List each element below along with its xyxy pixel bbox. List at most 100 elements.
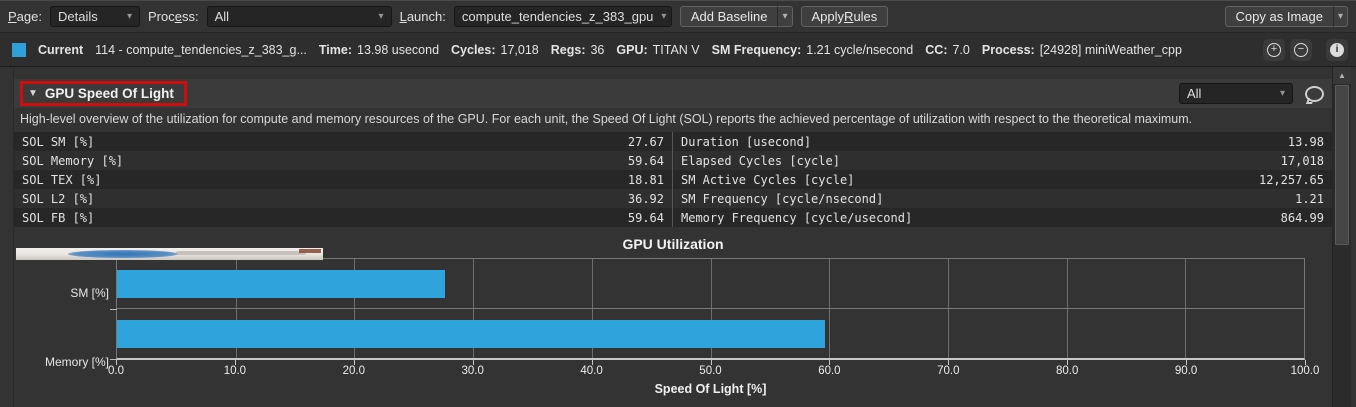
artifact-brown-mark	[299, 249, 321, 253]
x-tick-label: 70.0	[937, 365, 960, 377]
section-filter-dropdown[interactable]: All ▾	[1179, 83, 1293, 104]
metric-label: SM Frequency:	[711, 42, 802, 57]
x-axis-tick	[116, 360, 117, 365]
current-kernel-name: 114 - compute_tendencies_z_383_g...	[95, 42, 307, 57]
current-metric: GPU: TITAN V	[616, 43, 699, 57]
minus-circle-icon: −	[1294, 42, 1308, 57]
metric-label: Time:	[318, 42, 353, 57]
table-row: SOL L2 [%] 36.92	[14, 189, 672, 208]
copy-as-image-button[interactable]: Copy as Image	[1224, 6, 1333, 27]
x-axis-tick	[710, 360, 712, 365]
table-row: SOL FB [%] 59.64	[14, 208, 672, 227]
annotation-highlight-box[interactable]: ▼ GPU Speed Of Light	[20, 81, 187, 106]
metric-value: 13.98	[1287, 134, 1324, 149]
vertical-scrollbar[interactable]: ▲	[1332, 67, 1351, 407]
process-dropdown[interactable]: All ▾	[206, 6, 392, 27]
x-tick-label: 50.0	[699, 365, 722, 377]
metric-value: 36	[590, 42, 605, 57]
page-label: Page:	[8, 9, 42, 24]
current-color-swatch	[12, 42, 26, 57]
metric-name: Memory Frequency [cycle/usecond]	[681, 210, 913, 225]
dropdown-arrow-icon: ▾	[1337, 11, 1343, 22]
dropdown-arrow-icon: ▾	[782, 11, 788, 22]
plus-circle-icon: +	[1267, 42, 1281, 57]
section-header-controls: All ▾	[1179, 83, 1324, 104]
x-axis-tick	[353, 360, 355, 365]
page-dropdown[interactable]: Details ▾	[49, 6, 140, 27]
scrollbar-up-arrow-icon[interactable]: ▲	[1333, 67, 1351, 84]
metric-label: GPU:	[616, 42, 648, 57]
scrollbar-thumb[interactable]	[1335, 85, 1349, 245]
x-axis-tick	[829, 360, 831, 365]
x-tick-label: 90.0	[1174, 365, 1198, 377]
add-baseline-icon-button[interactable]: +	[1263, 38, 1285, 61]
comment-icon[interactable]	[1305, 85, 1324, 102]
chart-plot-column: 0.0 10.0 20.0 30.0 40.0 50.0 60.0 70.0 80.0 90.0 1…	[108, 258, 1319, 396]
table-row: SM Frequency [cycle/nsecond] 1.21	[673, 189, 1332, 208]
x-tick-label: 20.0	[342, 365, 365, 377]
current-metric: Cycles: 17,018	[451, 43, 539, 57]
section-header-gpu-speed-of-light: ▼ GPU Speed Of Light All ▾	[14, 79, 1332, 108]
category-label: Memory [%]	[44, 354, 109, 369]
metric-value: 7.0	[952, 42, 970, 57]
add-baseline-button-group: Add Baseline ▾	[679, 6, 793, 27]
table-row: Duration [usecond] 13.98	[673, 132, 1332, 151]
current-metric: Process: [24928] miniWeather_cpp	[982, 43, 1182, 57]
dropdown-arrow-icon: ▾	[126, 11, 132, 22]
chart-category-labels: SM [%] Memory [%]	[14, 258, 116, 396]
metric-value: 17,018	[500, 42, 539, 57]
copy-as-image-menu-arrow[interactable]: ▾	[1332, 6, 1348, 27]
toolbar: Page: Details ▾ Process: All ▾ Launch: c…	[0, 0, 1356, 33]
x-axis-tick	[948, 360, 950, 365]
metric-name: Elapsed Cycles [cycle]	[681, 153, 840, 168]
scrollbar-track[interactable]	[1333, 246, 1351, 407]
info-circle-icon: i	[1330, 42, 1344, 57]
x-tick-label: 100.0	[1290, 365, 1320, 377]
bar-row	[117, 259, 1304, 308]
metric-name: SM Active Cycles [cycle]	[681, 172, 855, 187]
x-axis-tick	[591, 360, 593, 365]
info-icon-button[interactable]: i	[1326, 38, 1348, 61]
add-baseline-button[interactable]: Add Baseline	[679, 6, 778, 27]
metric-value: 18.81	[627, 172, 664, 187]
current-metric: CC: 7.0	[925, 43, 970, 57]
dropdown-arrow-icon: ▾	[378, 11, 384, 22]
x-tick-label: 30.0	[461, 365, 484, 377]
dropdown-arrow-icon: ▾	[1279, 88, 1285, 99]
x-tick-label: 80.0	[1055, 365, 1079, 377]
process-label: Process:	[147, 9, 199, 24]
x-axis-tick	[234, 360, 236, 365]
table-row: SOL TEX [%] 18.81	[14, 170, 672, 189]
remove-baseline-icon-button[interactable]: −	[1290, 38, 1312, 61]
current-metric: SM Frequency: 1.21 cycle/nsecond	[712, 43, 914, 57]
metric-name: SOL FB [%]	[22, 210, 95, 225]
section-description: High-level overview of the utilization f…	[20, 112, 1193, 126]
metric-value: 1.21 cycle/nsecond	[806, 42, 914, 57]
chart-title: GPU Utilization	[622, 236, 724, 252]
section-title: GPU Speed Of Light	[44, 86, 174, 101]
metric-name: Duration [usecond]	[681, 134, 812, 149]
metric-name: SOL SM [%]	[22, 134, 95, 149]
current-label: Current	[38, 42, 84, 57]
add-baseline-menu-arrow[interactable]: ▾	[777, 6, 793, 27]
metric-value: 59.64	[627, 153, 664, 168]
table-row: Elapsed Cycles [cycle] 17,018	[673, 151, 1332, 170]
utilization-bar	[117, 269, 446, 298]
metric-value: [24928] miniWeather_cpp	[1039, 42, 1182, 57]
utilization-bar	[117, 319, 825, 348]
sol-metrics-tables: SOL SM [%] 27.67 SOL Memory [%] 59.64 SOL TE…	[14, 132, 1332, 227]
x-tick-label: 0.0	[108, 365, 124, 377]
launch-label: Launch:	[399, 9, 446, 24]
report-content: ▼ GPU Speed Of Light All ▾ High-level ov…	[13, 67, 1332, 407]
metric-value: 36.92	[627, 191, 664, 206]
bar-row	[117, 308, 1304, 358]
category-label: SM [%]	[70, 285, 109, 300]
artifact-smudge	[176, 251, 306, 255]
current-metric: Time: 13.98 usecond	[319, 43, 439, 57]
launch-dropdown[interactable]: compute_tendencies_z_383_gpu ▾	[453, 6, 672, 27]
metric-value: 864.99	[1280, 210, 1324, 225]
sol-table-left: SOL SM [%] 27.67 SOL Memory [%] 59.64 SOL TE…	[14, 132, 673, 227]
copy-as-image-button-group: Copy as Image ▾	[1224, 6, 1348, 27]
collapse-triangle-icon: ▼	[28, 88, 38, 99]
